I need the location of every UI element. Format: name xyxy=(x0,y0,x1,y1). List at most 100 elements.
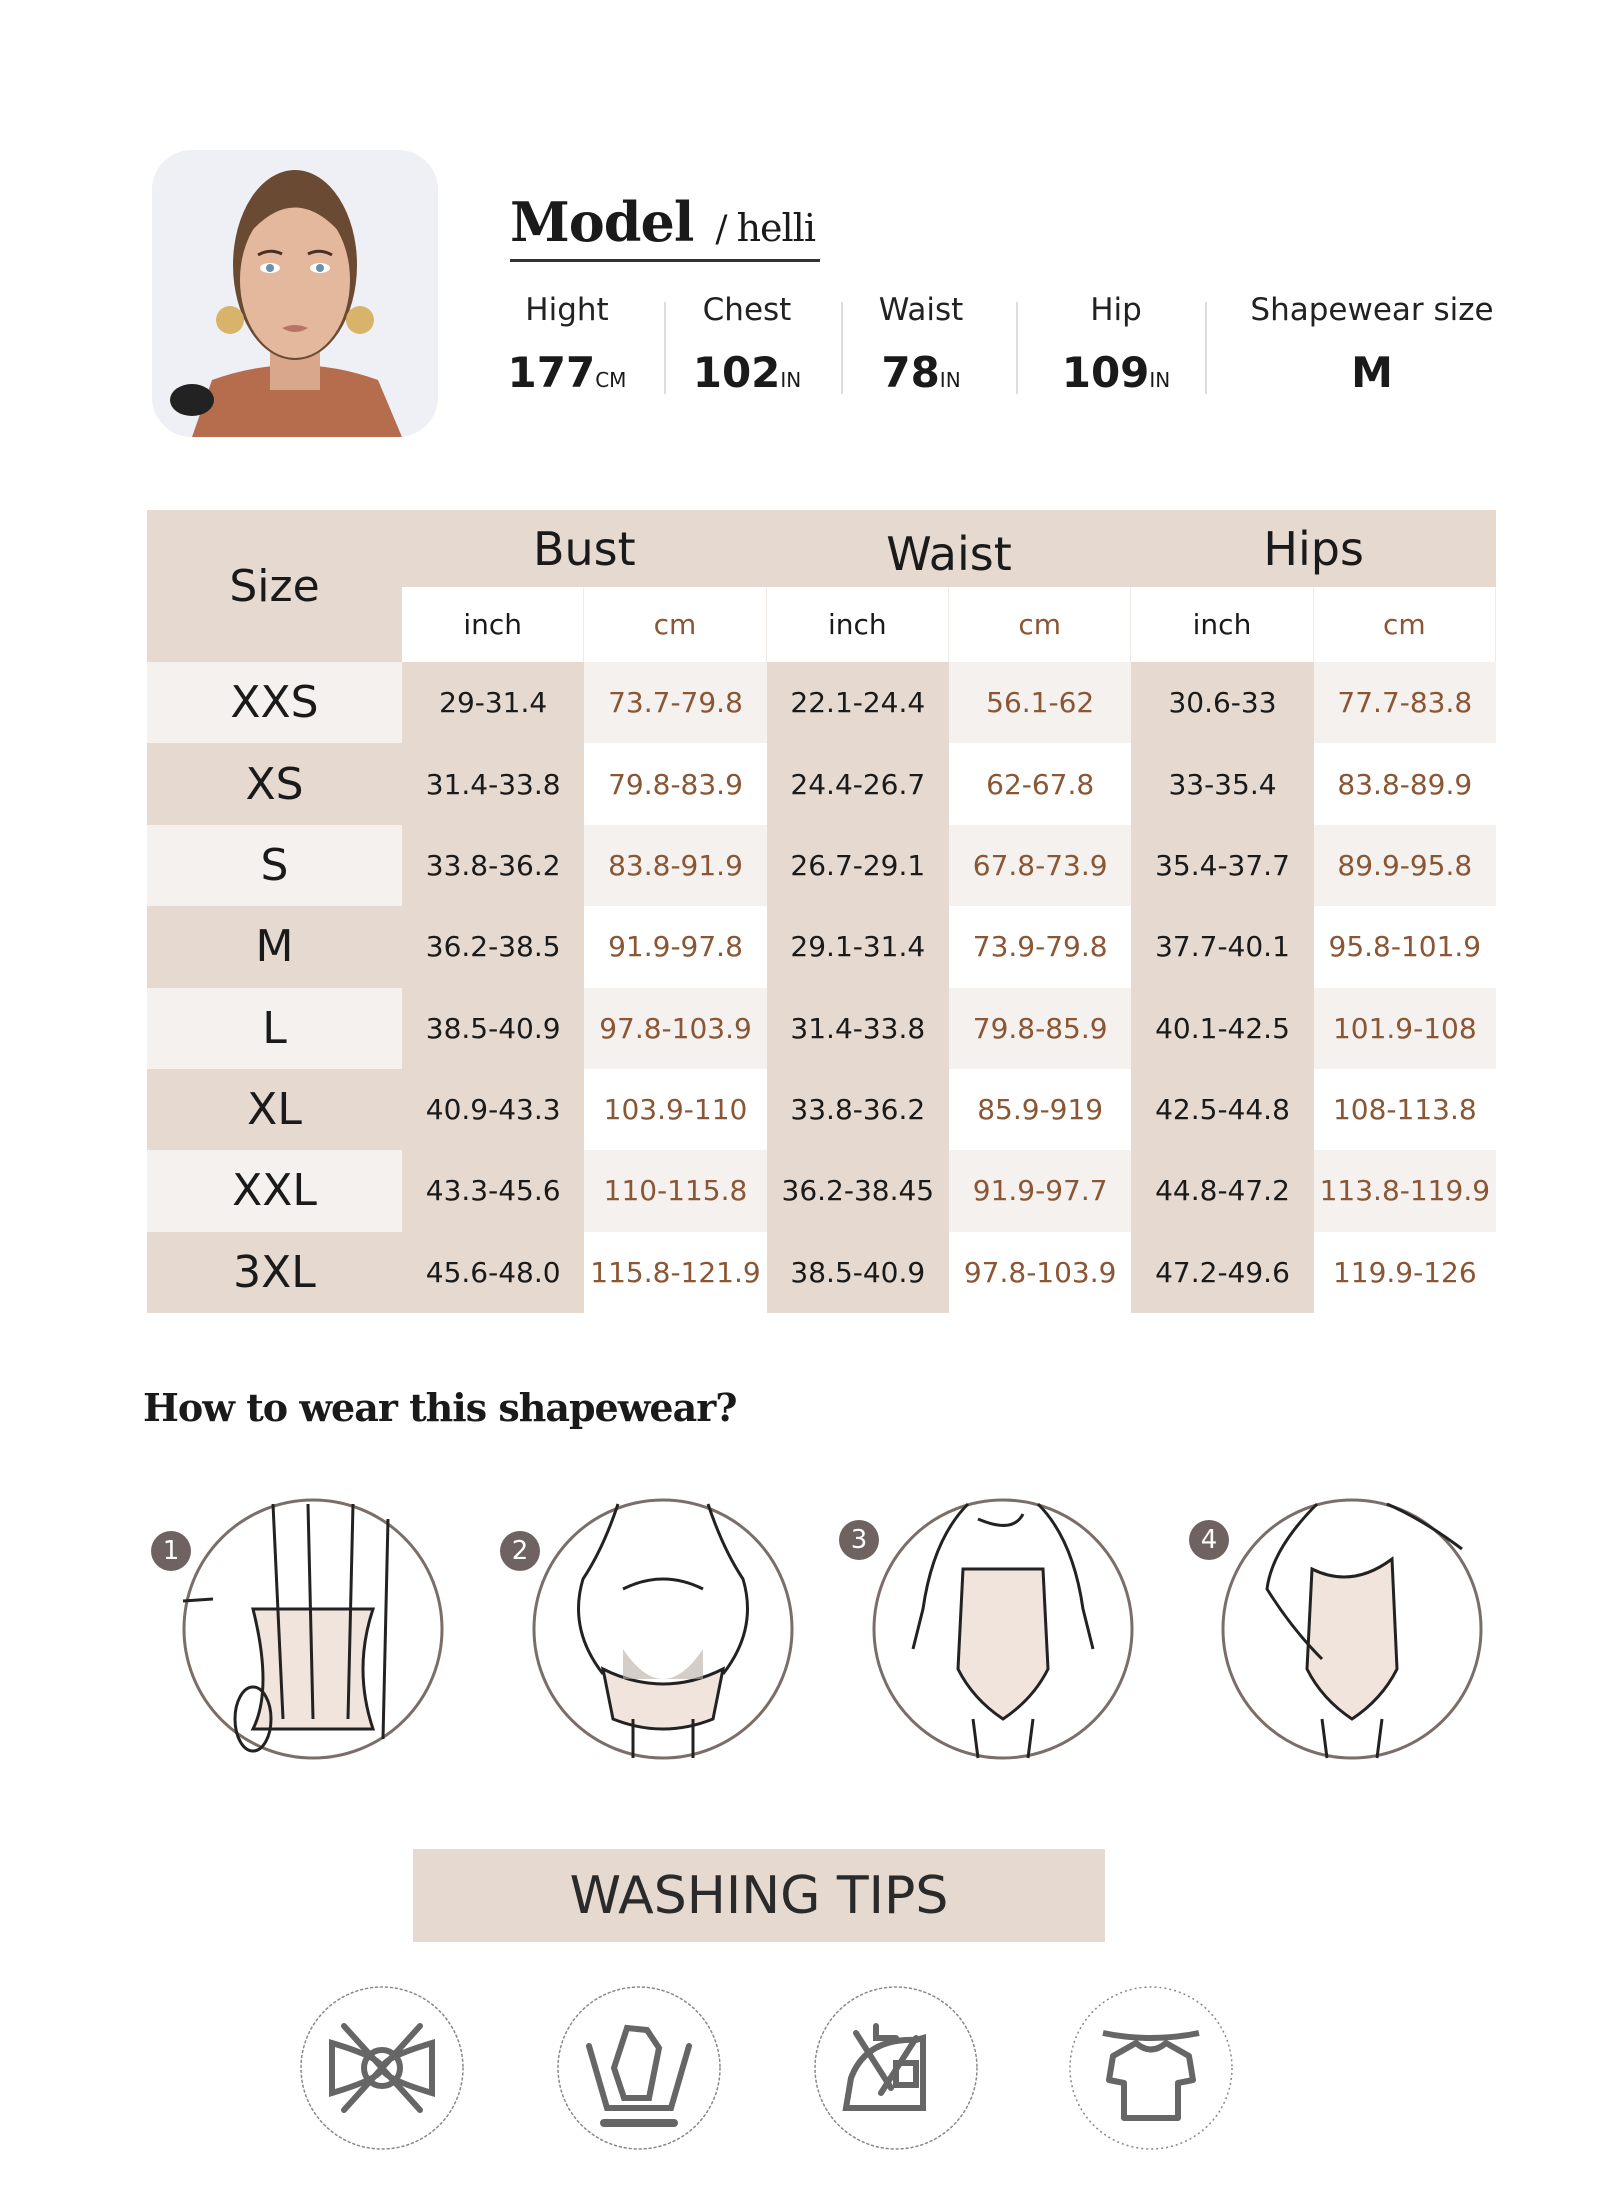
table-cell: 79.8-85.9 xyxy=(949,987,1132,1069)
table-cell: 119.9-126 xyxy=(1313,1231,1496,1313)
size-header: Size xyxy=(147,510,402,662)
table-cell: 35.4-37.7 xyxy=(1131,824,1314,907)
table-cell: 110-115.8 xyxy=(584,1150,767,1232)
table-cell: 62-67.8 xyxy=(949,743,1132,825)
stat-unit: IN xyxy=(780,368,802,392)
model-name: helli xyxy=(736,206,816,250)
size-label: XXL xyxy=(147,1150,402,1232)
table-cell: 91.9-97.8 xyxy=(584,906,767,988)
table-cell: 29.1-31.4 xyxy=(766,906,949,988)
unit-header: inch xyxy=(402,587,585,662)
hang-dry-icon xyxy=(1069,1986,1233,2150)
stat-waist: Waist 78IN xyxy=(801,292,1041,397)
stat-height: Hight 177CM xyxy=(447,292,687,397)
model-heading: Model / helli xyxy=(510,190,816,254)
stat-chest: Chest 102IN xyxy=(627,292,867,397)
stat-label: Waist xyxy=(878,292,964,328)
step-badge: 4 xyxy=(1189,1520,1229,1560)
table-cell: 83.8-89.9 xyxy=(1313,743,1496,825)
washing-icons xyxy=(300,1986,1233,2150)
how-to-wear-steps xyxy=(182,1498,1483,1760)
table-cell: 37.7-40.1 xyxy=(1131,906,1314,988)
unit-header: inch xyxy=(766,587,949,662)
table-cell: 47.2-49.6 xyxy=(1131,1231,1314,1313)
table-cell: 43.3-45.6 xyxy=(402,1150,585,1232)
table-cell: 73.9-79.8 xyxy=(949,906,1132,988)
washing-tips-title: WASHING TIPS xyxy=(569,1865,949,1926)
table-cell: 85.9-919 xyxy=(949,1068,1132,1151)
table-cell: 97.8-103.9 xyxy=(949,1231,1132,1313)
group-header-waist: Waist xyxy=(766,510,1132,587)
stat-unit: CM xyxy=(595,368,627,392)
table-cell: 101.9-108 xyxy=(1313,987,1496,1069)
table-cell: 67.8-73.9 xyxy=(949,824,1132,907)
stat-label: Shapewear size xyxy=(1250,292,1494,328)
table-cell: 97.8-103.9 xyxy=(584,987,767,1069)
table-cell: 108-113.8 xyxy=(1313,1068,1496,1151)
stat-value: 177 xyxy=(507,348,596,397)
table-cell: 38.5-40.9 xyxy=(402,987,585,1069)
group-header-bust: Bust xyxy=(402,510,767,587)
step-badge: 1 xyxy=(151,1531,191,1571)
table-cell: 22.1-24.4 xyxy=(766,662,949,744)
separator: / xyxy=(715,209,727,250)
step-2-illustration xyxy=(532,1498,794,1760)
table-cell: 91.9-97.7 xyxy=(949,1150,1132,1232)
divider xyxy=(841,302,843,394)
stat-unit: IN xyxy=(1149,368,1171,392)
stat-value: M xyxy=(1351,348,1393,397)
unit-header: inch xyxy=(1131,587,1314,662)
unit-header: cm xyxy=(949,587,1132,662)
do-not-iron-icon xyxy=(814,1986,978,2150)
title-underline xyxy=(510,259,820,262)
table-cell: 45.6-48.0 xyxy=(402,1231,585,1313)
step-badge: 2 xyxy=(500,1531,540,1571)
table-cell: 33-35.4 xyxy=(1131,743,1314,825)
stat-label: Chest xyxy=(702,292,792,328)
how-to-wear-title: How to wear this shapewear? xyxy=(143,1385,738,1430)
size-label: XS xyxy=(147,743,402,825)
model-photo xyxy=(152,150,438,437)
step-badge: 3 xyxy=(839,1520,879,1560)
table-cell: 83.8-91.9 xyxy=(584,824,767,907)
table-cell: 26.7-29.1 xyxy=(766,824,949,907)
divider xyxy=(1205,302,1207,394)
table-cell: 38.5-40.9 xyxy=(766,1231,949,1313)
step-1-illustration xyxy=(182,1498,444,1760)
divider xyxy=(664,302,666,394)
table-cell: 44.8-47.2 xyxy=(1131,1150,1314,1232)
washing-tips-banner: WASHING TIPS xyxy=(413,1849,1105,1942)
table-cell: 56.1-62 xyxy=(949,662,1132,744)
table-cell: 73.7-79.8 xyxy=(584,662,767,744)
table-cell: 79.8-83.9 xyxy=(584,743,767,825)
stat-value: 102 xyxy=(692,348,781,397)
stat-label: Hip xyxy=(1090,292,1142,328)
size-label: M xyxy=(147,906,402,988)
size-label: S xyxy=(147,824,402,907)
step-3-illustration xyxy=(872,1498,1134,1760)
unit-header: cm xyxy=(584,587,767,662)
table-cell: 115.8-121.9 xyxy=(584,1231,767,1313)
size-label: XXS xyxy=(147,662,402,744)
table-cell: 36.2-38.45 xyxy=(766,1150,949,1232)
table-cell: 36.2-38.5 xyxy=(402,906,585,988)
table-cell: 42.5-44.8 xyxy=(1131,1068,1314,1151)
table-cell: 113.8-119.9 xyxy=(1313,1150,1496,1232)
step-4-illustration xyxy=(1221,1498,1483,1760)
stat-shapewear-size: Shapewear size M xyxy=(1222,292,1522,397)
table-cell: 31.4-33.8 xyxy=(766,987,949,1069)
do-not-tumble-dry-icon xyxy=(300,1986,464,2150)
stat-label: Hight xyxy=(525,292,609,328)
table-cell: 24.4-26.7 xyxy=(766,743,949,825)
divider xyxy=(1016,302,1018,394)
size-chart-table: Size Bust Waist Hips inch cm inch cm inch cm XXS 29… xyxy=(147,510,1496,1313)
hand-wash-icon xyxy=(557,1986,721,2150)
stat-hip: Hip 109IN xyxy=(996,292,1236,397)
stat-unit: IN xyxy=(939,368,961,392)
table-cell: 40.9-43.3 xyxy=(402,1068,585,1151)
group-header-hips: Hips xyxy=(1131,510,1496,587)
size-label: XL xyxy=(147,1068,402,1151)
table-cell: 103.9-110 xyxy=(584,1068,767,1151)
table-cell: 40.1-42.5 xyxy=(1131,987,1314,1069)
unit-header: cm xyxy=(1313,587,1496,662)
